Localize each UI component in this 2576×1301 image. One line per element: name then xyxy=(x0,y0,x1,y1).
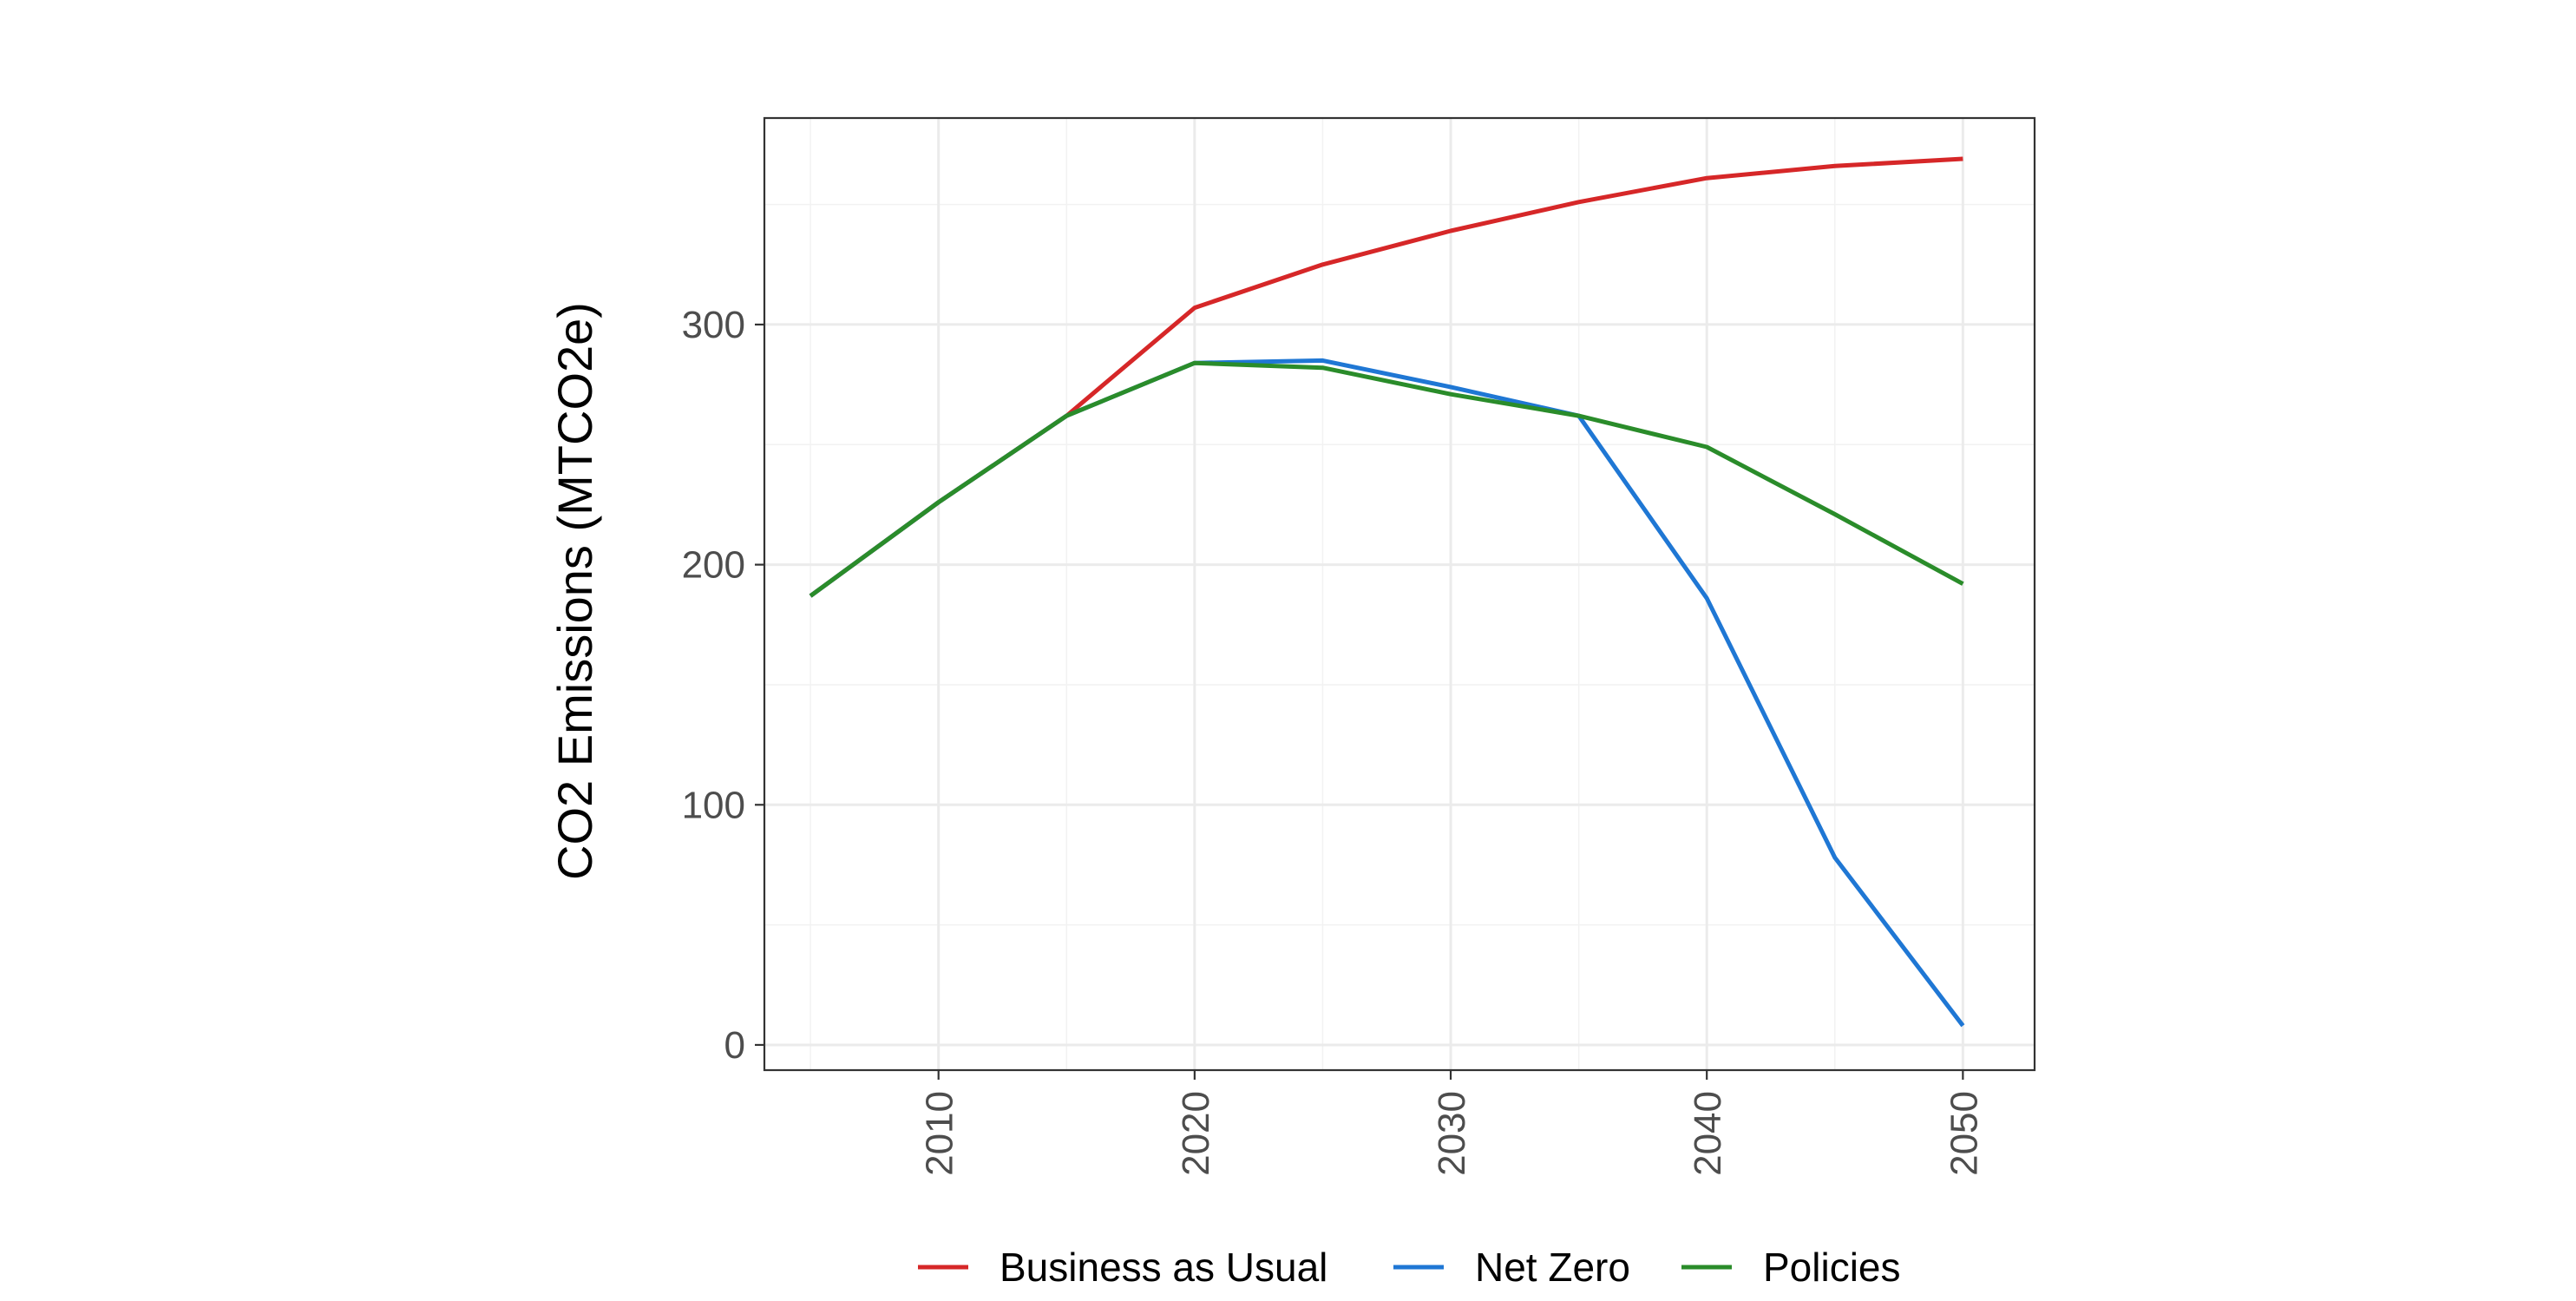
axis-ticks xyxy=(755,323,1964,1080)
y-tick-label: 0 xyxy=(724,1024,745,1067)
y-tick-label: 300 xyxy=(682,304,745,346)
major-gridlines xyxy=(764,118,2035,1070)
legend-item-business-as-usual: Business as Usual xyxy=(918,1245,1327,1290)
minor-gridlines xyxy=(764,118,2035,1070)
x-tick-label: 2050 xyxy=(1943,1091,1985,1176)
y-tick-label: 200 xyxy=(682,544,745,587)
y-axis-tick-labels: 0 100 200 300 xyxy=(682,304,745,1067)
legend: Business as Usual Net Zero Policies xyxy=(918,1245,1901,1290)
series-line-policies xyxy=(809,360,1964,598)
legend-label-net-zero: Net Zero xyxy=(1475,1245,1630,1290)
legend-label-business-as-usual: Business as Usual xyxy=(1000,1245,1327,1290)
legend-item-policies: Policies xyxy=(1681,1245,1901,1290)
series-lines xyxy=(809,156,1965,1028)
legend-label-policies: Policies xyxy=(1763,1245,1901,1290)
legend-item-net-zero: Net Zero xyxy=(1393,1245,1630,1290)
x-tick-label: 2020 xyxy=(1175,1091,1217,1176)
x-tick-label: 2010 xyxy=(919,1091,961,1176)
y-axis-title: CO2 Emissions (MTCO2e) xyxy=(547,302,602,880)
x-tick-label: 2030 xyxy=(1431,1091,1473,1176)
plot-panel-border xyxy=(763,116,2036,1072)
x-tick-label: 2040 xyxy=(1687,1091,1729,1176)
y-tick-label: 100 xyxy=(682,784,745,826)
x-axis-tick-labels: 2010 2020 2030 2040 2050 xyxy=(919,1091,1986,1176)
